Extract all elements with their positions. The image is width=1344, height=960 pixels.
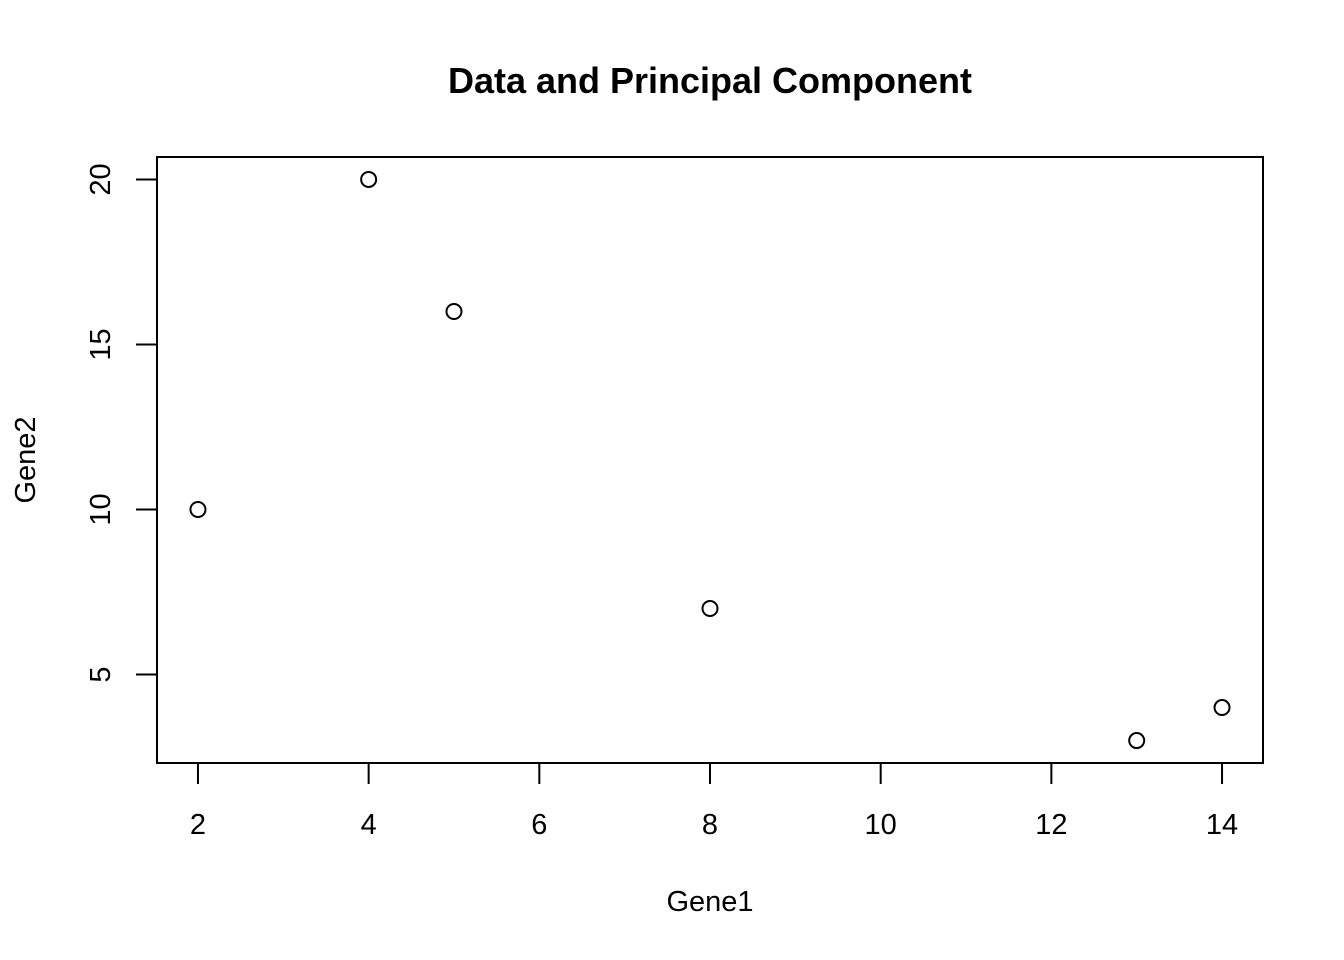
x-axis-title: Gene1 <box>666 886 753 918</box>
x-tick-label: 4 <box>361 809 377 841</box>
y-tick-label: 20 <box>85 163 117 195</box>
x-tick-label: 14 <box>1206 809 1238 841</box>
data-point <box>445 302 463 320</box>
data-point <box>189 501 207 519</box>
x-tick-label: 8 <box>702 809 718 841</box>
y-tick-label: 10 <box>85 493 117 525</box>
y-axis-title: Gene2 <box>10 416 42 503</box>
data-point <box>701 600 719 618</box>
data-point <box>360 170 378 188</box>
y-tick-label: 5 <box>85 666 117 682</box>
x-tick-label: 2 <box>190 809 206 841</box>
x-axis: 2 4 6 8 10 12 14 <box>190 762 1238 841</box>
y-axis: 5 10 15 20 <box>85 163 158 683</box>
x-tick-label: 12 <box>1035 809 1067 841</box>
y-tick-label: 15 <box>85 328 117 360</box>
chart-title: Data and Principal Component <box>448 60 972 101</box>
x-tick-label: 10 <box>865 809 897 841</box>
data-point <box>1213 699 1231 717</box>
data-points <box>189 170 1231 750</box>
plot-frame <box>156 156 1264 764</box>
data-point <box>1128 732 1146 750</box>
x-tick-label: 6 <box>531 809 547 841</box>
